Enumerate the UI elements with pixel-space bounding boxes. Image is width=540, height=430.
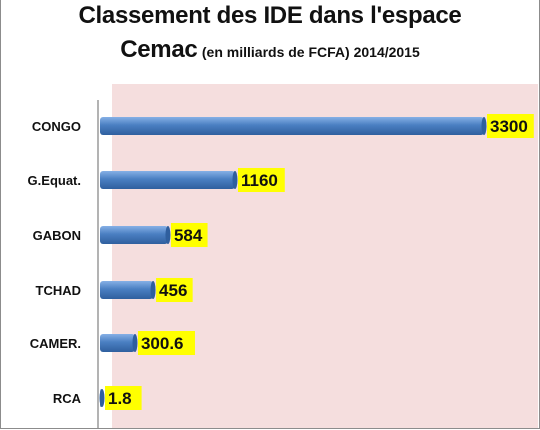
- chart-subtitle-units: (en milliards de FCFA) 2014/2015: [201, 44, 420, 60]
- value-label-bg-3: [156, 278, 193, 302]
- bar-4: [100, 334, 135, 352]
- chart-title-line-1: Classement des IDE dans l'espace: [78, 2, 462, 29]
- bar-end-cap-5: [99, 389, 105, 407]
- value-label-1: 1160: [241, 171, 278, 190]
- value-label-bg-4: [137, 331, 195, 355]
- bar-end-cap-0: [481, 117, 487, 135]
- bar-3: [100, 281, 154, 299]
- chart-title-line-2: Cemac (en milliards de FCFA) 2014/2015: [0, 36, 540, 64]
- value-label-5: 1.8: [108, 389, 132, 408]
- bar-1: [100, 171, 235, 189]
- value-label-0: 3300: [490, 117, 528, 136]
- category-label-4: CAMER.: [30, 336, 81, 351]
- bar-0: [100, 117, 484, 135]
- plot-area-background: [112, 84, 538, 428]
- category-label-1: G.Equat.: [28, 173, 81, 188]
- bar-end-cap-3: [150, 281, 156, 299]
- category-label-2: GABON: [33, 228, 81, 243]
- category-label-3: TCHAD: [36, 283, 82, 298]
- value-label-3: 456: [159, 281, 187, 300]
- value-label-bg-5: [105, 386, 142, 410]
- value-label-2: 584: [174, 226, 203, 245]
- value-label-bg-1: [237, 168, 285, 192]
- bar-2: [100, 226, 168, 244]
- value-label-bg-2: [170, 223, 208, 247]
- category-label-0: CONGO: [32, 119, 81, 134]
- bar-end-cap-1: [232, 171, 238, 189]
- bar-end-cap-2: [165, 226, 171, 244]
- value-label-4: 300.6: [141, 334, 184, 353]
- chart-title-region: Cemac: [120, 36, 198, 63]
- bar-end-cap-4: [132, 334, 138, 352]
- category-label-5: RCA: [53, 391, 82, 406]
- value-label-bg-0: [487, 114, 534, 138]
